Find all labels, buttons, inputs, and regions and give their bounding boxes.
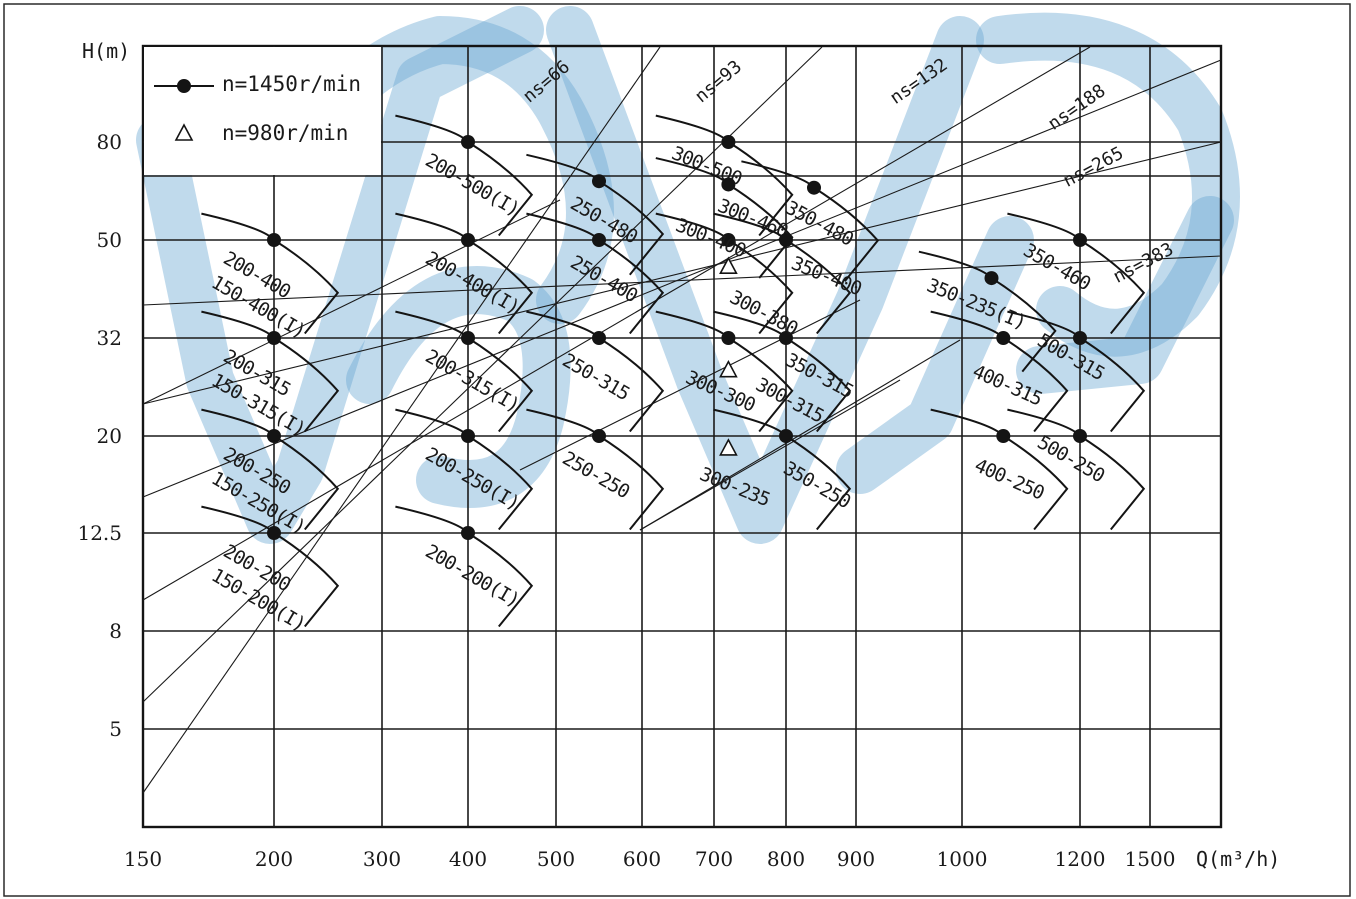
operating-point-1450 xyxy=(779,429,793,443)
operating-point-1450 xyxy=(592,429,606,443)
x-tick-label: 300 xyxy=(363,847,401,871)
x-tick-label: 400 xyxy=(449,847,487,871)
y-tick-label: 50 xyxy=(97,228,122,252)
pump-model-label: 200-500(I) xyxy=(422,149,523,220)
operating-point-1450 xyxy=(461,526,475,540)
x-tick-label: 200 xyxy=(255,847,293,871)
pump-model-label: 200-315(I) xyxy=(422,345,523,416)
ns-line-label: ns=93 xyxy=(691,56,746,107)
y-tick-label: 20 xyxy=(97,424,122,448)
ns-line xyxy=(519,299,861,471)
y-tick-label: 32 xyxy=(97,326,122,350)
ns-line xyxy=(142,46,661,794)
operating-point-1450 xyxy=(779,331,793,345)
ns-line xyxy=(142,46,823,703)
operating-point-980 xyxy=(719,359,738,378)
operating-point-1450 xyxy=(996,429,1011,443)
operating-point-1450 xyxy=(1073,233,1087,247)
ns-line xyxy=(639,379,901,531)
operating-point-1450 xyxy=(721,177,736,192)
x-tick-label: 1500 xyxy=(1125,847,1176,871)
y-tick-label: 12.5 xyxy=(77,521,122,545)
operating-point-1450 xyxy=(1073,331,1087,345)
operating-point-1450 xyxy=(461,233,475,247)
operating-point-1450 xyxy=(996,331,1011,345)
ns-line xyxy=(142,141,1222,405)
y-tick-label: 5 xyxy=(109,717,122,741)
ns-line xyxy=(142,46,1091,601)
ns-line xyxy=(142,255,1222,306)
x-tick-label: 1000 xyxy=(937,847,988,871)
pump-model-label: 400-250 xyxy=(971,454,1047,504)
operating-point-1450 xyxy=(592,174,606,189)
legend-label-1450: n=1450r/min xyxy=(222,72,361,96)
outer-frame xyxy=(3,3,1351,897)
operating-point-1450 xyxy=(267,331,281,345)
operating-point-980 xyxy=(719,438,738,456)
operating-point-1450 xyxy=(984,271,999,286)
operating-point-1450 xyxy=(779,233,793,247)
operating-point-1450 xyxy=(461,331,475,345)
x-tick-label: 900 xyxy=(837,847,875,871)
x-tick-label: 800 xyxy=(767,847,805,871)
operating-point-1450 xyxy=(721,331,736,345)
legend-dot xyxy=(177,79,191,93)
x-tick-label: 150 xyxy=(124,847,162,871)
ns-line-label: ns=188 xyxy=(1044,80,1109,135)
operating-point-1450 xyxy=(592,331,606,345)
legend-label-980: n=980r/min xyxy=(222,121,348,145)
x-axis-label: Q(m³/h) xyxy=(1196,847,1280,871)
operating-point-1450 xyxy=(1073,429,1087,443)
pump-model-label: 250-250 xyxy=(559,447,634,503)
x-tick-label: 500 xyxy=(537,847,575,871)
legend-triangle xyxy=(174,123,194,141)
legend-box xyxy=(144,47,381,175)
ns-line xyxy=(142,59,1222,498)
operating-point-1450 xyxy=(721,135,736,149)
operating-point-1450 xyxy=(461,135,475,149)
y-tick-label: 8 xyxy=(109,619,122,643)
x-tick-label: 1200 xyxy=(1055,847,1106,871)
operating-point-1450 xyxy=(267,429,281,443)
ns-line xyxy=(142,199,561,405)
x-tick-label: 600 xyxy=(623,847,661,871)
operating-point-1450 xyxy=(721,233,736,247)
operating-point-1450 xyxy=(461,429,475,443)
operating-point-980 xyxy=(719,256,738,275)
x-tick-label: 700 xyxy=(695,847,733,871)
operating-point-1450 xyxy=(267,526,281,540)
operating-point-1450 xyxy=(592,233,606,247)
operating-point-1450 xyxy=(267,233,281,247)
y-tick-label: 80 xyxy=(97,130,122,154)
pump-model-label: 200-200(I) xyxy=(422,540,523,611)
y-axis-label: H(m) xyxy=(82,39,130,63)
ns-line xyxy=(639,339,961,531)
operating-point-1450 xyxy=(807,180,821,195)
pump-model-label: 500-250 xyxy=(1034,431,1109,487)
